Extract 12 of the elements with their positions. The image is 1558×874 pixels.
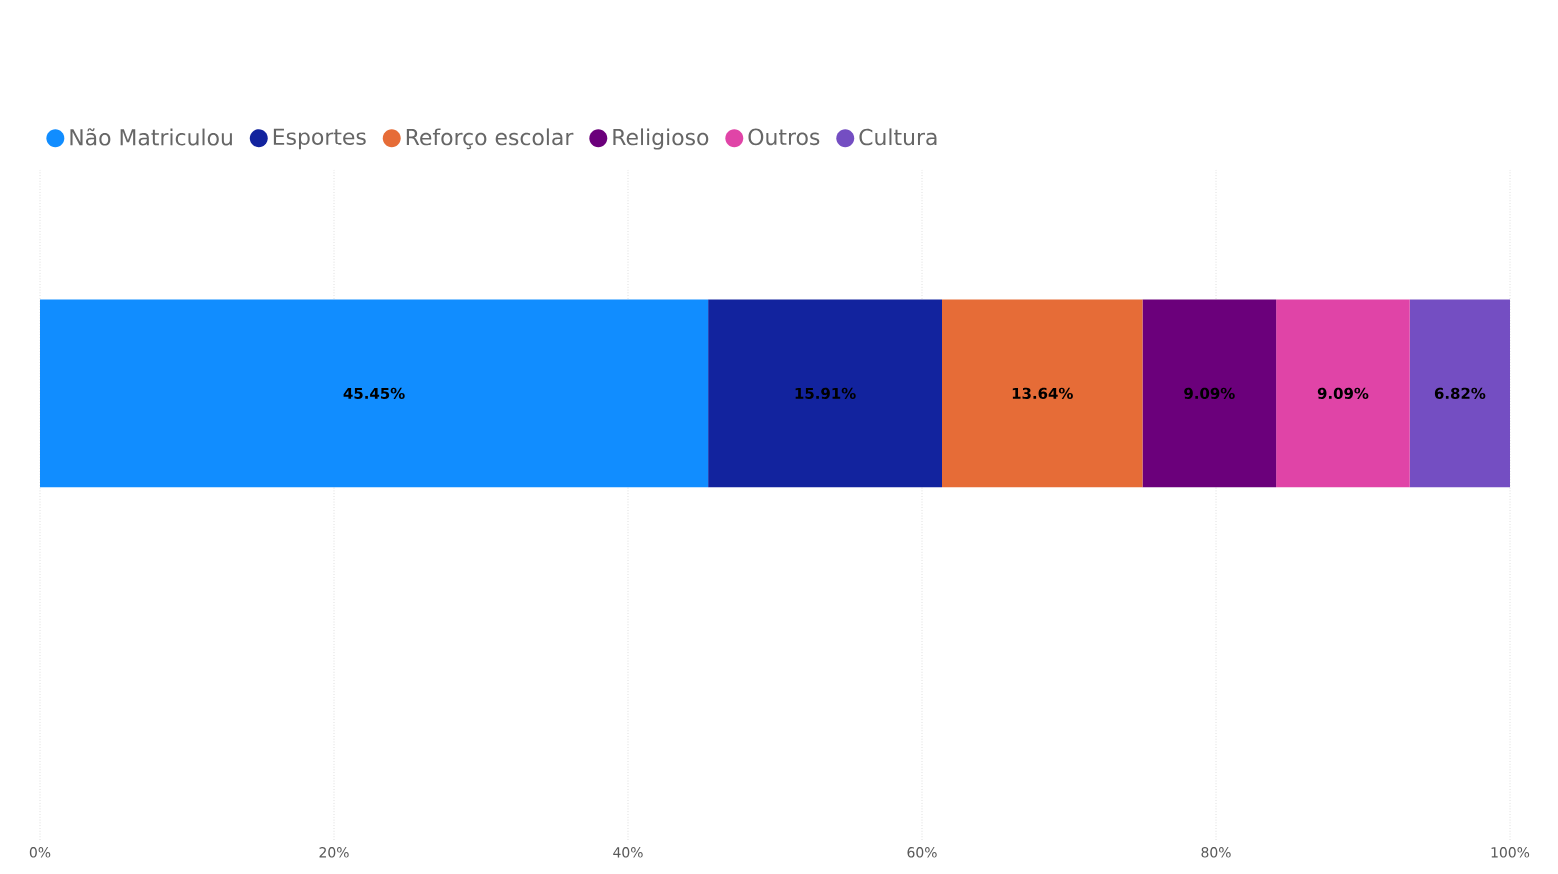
bar — [1276, 299, 1410, 488]
legend-label: Não Matriculou — [70, 128, 232, 146]
legend-label: Reforço escolar — [406, 128, 574, 150]
legend-label: Outros — [748, 128, 820, 146]
bar — [708, 299, 942, 488]
bar — [1142, 299, 1277, 488]
bar — [1409, 299, 1511, 488]
bar — [40, 299, 709, 488]
bar — [942, 299, 1143, 488]
legend-label: Esportes — [273, 128, 366, 150]
legend-label: Religioso — [613, 128, 709, 150]
legend-label: Cultura — [859, 128, 937, 146]
